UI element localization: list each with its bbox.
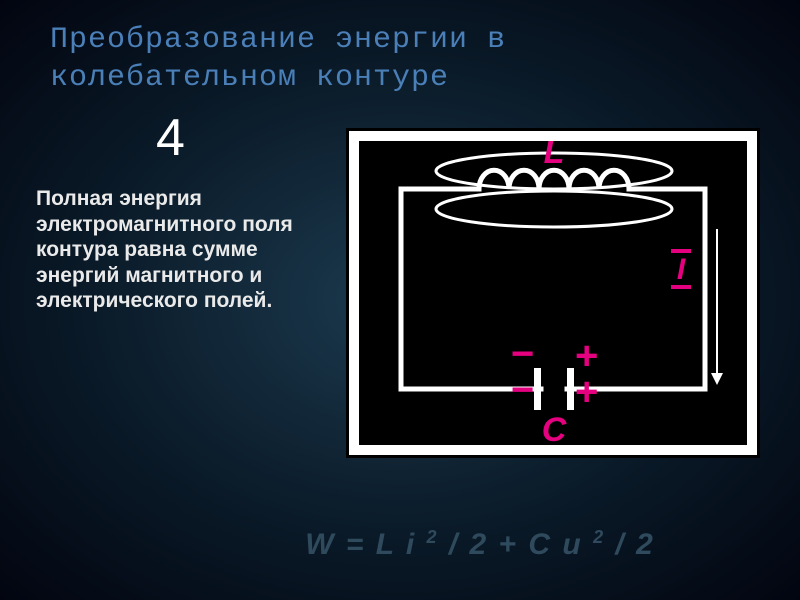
stage-number: 4: [156, 108, 185, 168]
circuit-diagram: LC−−++I: [346, 128, 760, 458]
energy-formula: W = L i 2 / 2 + C u 2 / 2: [200, 527, 760, 562]
description-text: Полная энергия электромагнитного поля ко…: [36, 186, 336, 314]
svg-text:−: −: [511, 368, 534, 412]
svg-text:+: +: [575, 370, 598, 414]
svg-text:L: L: [544, 141, 565, 171]
circuit-diagram-inner: LC−−++I: [359, 141, 747, 445]
svg-text:C: C: [542, 411, 567, 445]
circuit-svg: LC−−++I: [359, 141, 747, 445]
svg-text:I: I: [677, 253, 686, 286]
slide-title: Преобразование энергии в колебательном к…: [50, 22, 740, 97]
